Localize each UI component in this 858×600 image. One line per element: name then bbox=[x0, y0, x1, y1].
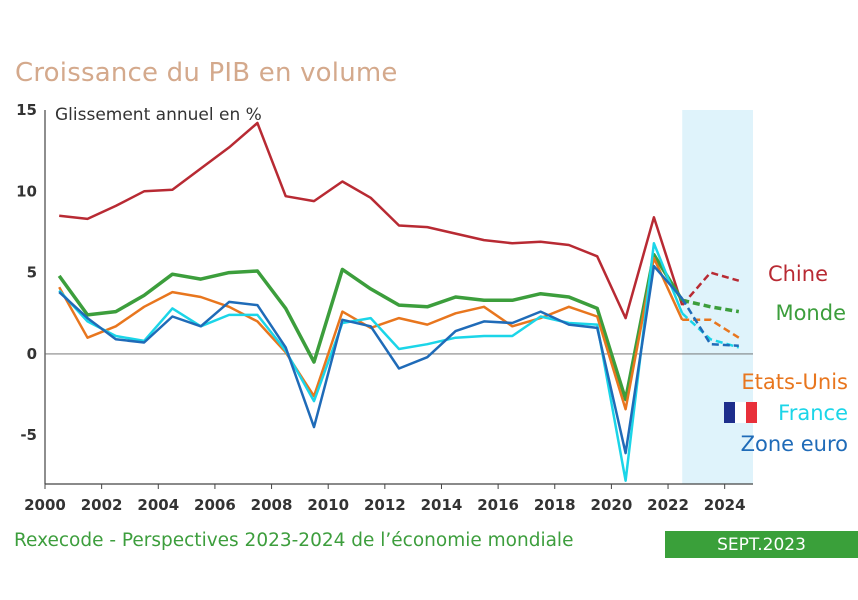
series-forecast-chine bbox=[681, 271, 740, 306]
y-tick-label: -5 bbox=[20, 426, 37, 444]
y-tick-label: 5 bbox=[27, 264, 37, 282]
series-line-zone-euro bbox=[58, 264, 684, 455]
x-tick-label: 2022 bbox=[647, 496, 689, 514]
x-tick-label: 2014 bbox=[421, 496, 463, 514]
forecast-shading bbox=[682, 110, 753, 484]
legend-etats-unis: Etats-Unis bbox=[741, 370, 848, 394]
legend-france: France bbox=[778, 401, 848, 425]
y-tick-label: 10 bbox=[16, 182, 37, 200]
y-tick-label: 0 bbox=[27, 345, 37, 363]
chart-title: Croissance du PIB en volume bbox=[15, 58, 398, 88]
legend-monde: Monde bbox=[775, 301, 846, 325]
legend-chine: Chine bbox=[768, 262, 828, 286]
x-tick-label: 2012 bbox=[364, 496, 406, 514]
x-tick-label: 2020 bbox=[591, 496, 633, 514]
series-line-monde bbox=[57, 252, 684, 402]
x-tick-label: 2024 bbox=[704, 496, 746, 514]
series-line-france bbox=[58, 242, 684, 482]
x-tick-label: 2016 bbox=[477, 496, 519, 514]
x-tick-label: 2006 bbox=[194, 496, 236, 514]
series-line-chine bbox=[59, 121, 684, 320]
x-tick-label: 2018 bbox=[534, 496, 576, 514]
x-tick-label: 2008 bbox=[251, 496, 293, 514]
series-forecast-monde bbox=[681, 298, 740, 314]
x-tick-label: 2002 bbox=[81, 496, 123, 514]
source-caption: Rexecode - Perspectives 2023-2024 de l’é… bbox=[14, 530, 574, 551]
y-axis-unit-label: Glissement annuel en % bbox=[55, 105, 262, 125]
date-badge: SEPT.2023 bbox=[665, 531, 858, 558]
y-tick-label: 15 bbox=[16, 101, 37, 119]
x-tick-label: 2010 bbox=[307, 496, 349, 514]
gdp-growth-chart: 15 10 5 0 -5 2000 2002 2004 2006 2008 2010 2012 2014… bbox=[16, 101, 848, 514]
x-tick-label: 2000 bbox=[24, 496, 66, 514]
series-forecast-etats-unis bbox=[682, 318, 740, 339]
series-forecast-zone-euro bbox=[681, 297, 739, 348]
x-tick-label: 2004 bbox=[137, 496, 179, 514]
legend-zone-euro: Zone euro bbox=[741, 432, 848, 456]
french-flag-icon bbox=[724, 402, 757, 423]
